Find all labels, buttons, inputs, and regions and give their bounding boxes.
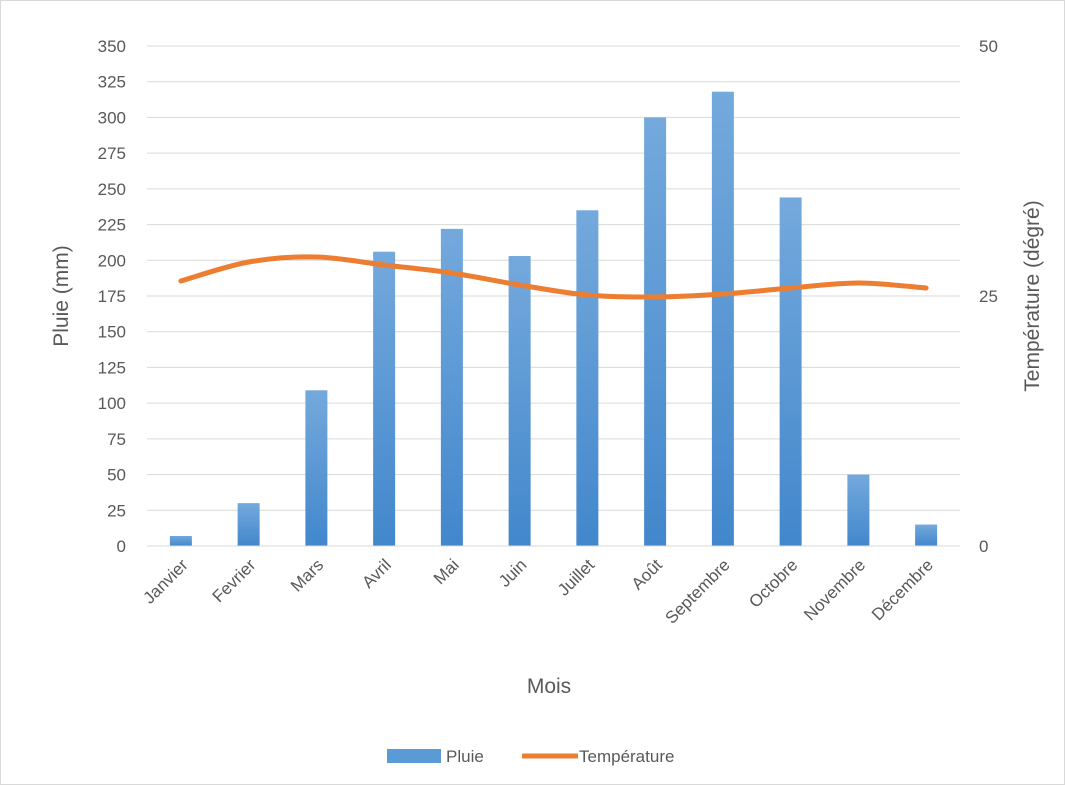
x-tick-label: Mai — [430, 555, 463, 588]
x-tick-label: Novembre — [800, 555, 869, 624]
legend: Pluie Température — [387, 747, 674, 766]
x-tick-label: Juillet — [554, 555, 598, 599]
x-axis-ticks: Janvier Fevrier Mars Avril Mai Juin Juillet Aoû… — [140, 555, 937, 627]
y2-tick-label: 25 — [979, 287, 998, 306]
y-tick-label: 0 — [117, 537, 126, 556]
temperature-line-layer — [178, 254, 929, 300]
y-axis-title: Pluie (mm) — [50, 245, 73, 347]
y2-axis-title: Température (dégré) — [1021, 200, 1044, 391]
y-tick-label: 150 — [98, 323, 126, 342]
y-tick-label: 125 — [98, 358, 126, 377]
bar-pluie-8 — [711, 91, 734, 546]
x-tick-label: Décembre — [868, 555, 937, 624]
x-tick-label: Août — [628, 555, 666, 593]
bar-pluie-5 — [508, 256, 531, 546]
y-axis-ticks: 0 25 50 75 100 125 150 175 200 225 250 275 300 325 350 — [98, 37, 126, 556]
y-tick-label: 200 — [98, 251, 126, 270]
x-tick-label: Octobre — [745, 555, 801, 611]
y-tick-label: 325 — [98, 73, 126, 92]
y-tick-label: 75 — [107, 430, 126, 449]
legend-label-pluie: Pluie — [446, 747, 484, 766]
legend-swatch-pluie — [387, 749, 441, 763]
gridlines — [147, 45, 960, 511]
bar-pluie-0 — [169, 536, 192, 546]
y-tick-label: 350 — [98, 37, 126, 56]
y-tick-label: 25 — [107, 501, 126, 520]
y2-tick-label: 50 — [979, 37, 998, 56]
bar-pluie-3 — [373, 251, 396, 546]
bar-pluie-7 — [644, 117, 667, 546]
y-tick-label: 50 — [107, 466, 126, 485]
y-tick-label: 175 — [98, 287, 126, 306]
legend-label-temperature: Température — [579, 747, 674, 766]
y2-axis-ticks: 0 25 50 — [979, 37, 998, 556]
bar-pluie-6 — [576, 210, 599, 547]
rain-bars — [169, 91, 938, 547]
bar-pluie-4 — [440, 228, 463, 546]
y-tick-label: 300 — [98, 108, 126, 127]
y-tick-label: 275 — [98, 144, 126, 163]
temperature-line — [178, 254, 929, 300]
x-tick-label: Avril — [358, 555, 395, 592]
x-tick-label: Mars — [287, 555, 327, 595]
y-tick-label: 225 — [98, 216, 126, 235]
y-tick-label: 100 — [98, 394, 126, 413]
bar-pluie-9 — [779, 197, 802, 546]
x-axis-title: Mois — [527, 675, 571, 698]
x-tick-label: Septembre — [661, 555, 733, 627]
y-tick-label: 250 — [98, 180, 126, 199]
x-tick-label: Juin — [495, 555, 530, 590]
bar-pluie-11 — [915, 524, 938, 546]
bar-pluie-2 — [305, 390, 328, 546]
bar-pluie-1 — [237, 503, 260, 546]
y2-tick-label: 0 — [979, 537, 988, 556]
x-tick-label: Fevrier — [209, 555, 260, 606]
x-tick-label: Janvier — [140, 555, 192, 607]
bar-pluie-10 — [847, 474, 870, 546]
